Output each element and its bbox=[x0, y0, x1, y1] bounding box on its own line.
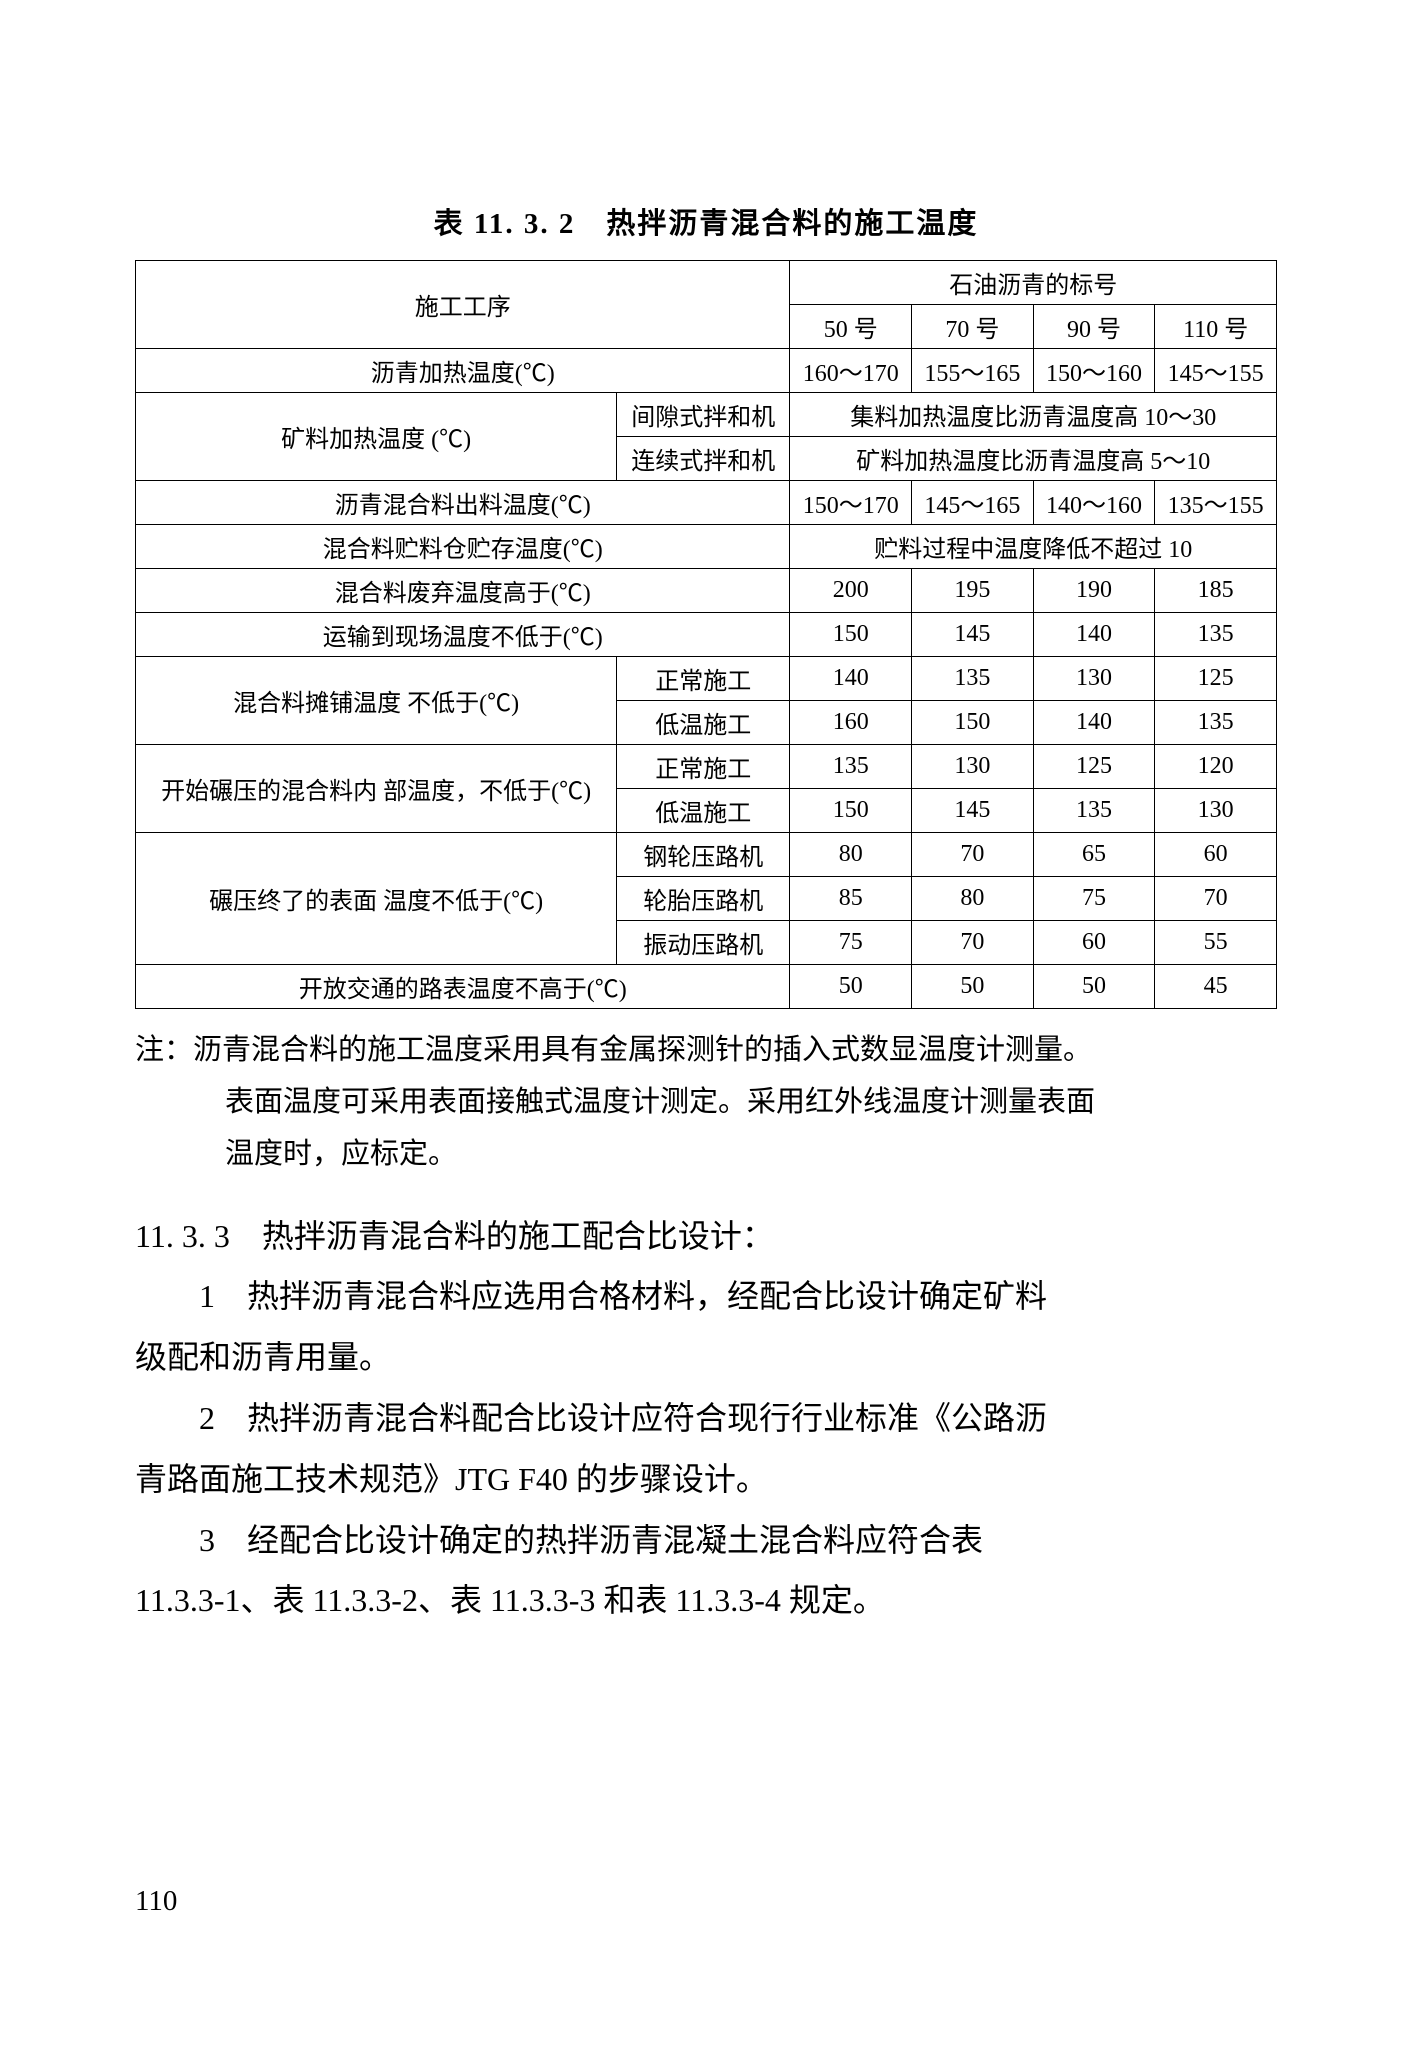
row-label: 开放交通的路表温度不高于(℃) bbox=[136, 965, 790, 1009]
cell: 45 bbox=[1155, 965, 1277, 1009]
cell: 140 bbox=[1033, 701, 1155, 745]
row-label: 沥青混合料出料温度(℃) bbox=[136, 481, 790, 525]
cell: 70 bbox=[912, 833, 1034, 877]
paragraph-3-cont: 11.3.3-1、表 11.3.3-2、表 11.3.3-3 和表 11.3.3… bbox=[135, 1570, 1277, 1631]
paragraph-3: 3 经配合比设计确定的热拌沥青混凝土混合料应符合表 bbox=[135, 1510, 1277, 1571]
cell: 130 bbox=[912, 745, 1034, 789]
row-label: 碾压终了的表面 温度不低于(℃) bbox=[136, 833, 617, 965]
cell: 50 bbox=[790, 965, 912, 1009]
cell: 120 bbox=[1155, 745, 1277, 789]
header-procedure: 施工工序 bbox=[136, 261, 790, 349]
cell: 70 bbox=[912, 921, 1034, 965]
sub-label: 正常施工 bbox=[617, 745, 790, 789]
cell: 150 bbox=[912, 701, 1034, 745]
cell: 50 bbox=[1033, 965, 1155, 1009]
row-label: 混合料贮料仓贮存温度(℃) bbox=[136, 525, 790, 569]
cell: 65 bbox=[1033, 833, 1155, 877]
col-50: 50 号 bbox=[790, 305, 912, 349]
paragraph-2-cont: 青路面施工技术规范》JTG F40 的步骤设计。 bbox=[135, 1449, 1277, 1510]
page-number: 110 bbox=[135, 1885, 177, 1918]
row-label: 混合料废弃温度高于(℃) bbox=[136, 569, 790, 613]
cell: 80 bbox=[790, 833, 912, 877]
cell: 130 bbox=[1155, 789, 1277, 833]
row-label: 混合料摊铺温度 不低于(℃) bbox=[136, 657, 617, 745]
row-label: 沥青加热温度(℃) bbox=[136, 349, 790, 393]
table-note-line1: 注：沥青混合料的施工温度采用具有金属探测针的插入式数显温度计测量。 bbox=[135, 1024, 1277, 1076]
cell: 130 bbox=[1033, 657, 1155, 701]
construction-temperature-table: 施工工序 石油沥青的标号 50 号 70 号 90 号 110 号 沥青加热温度… bbox=[135, 260, 1277, 1009]
col-90: 90 号 bbox=[1033, 305, 1155, 349]
cell: 150 bbox=[790, 613, 912, 657]
paragraph-1: 1 热拌沥青混合料应选用合格材料，经配合比设计确定矿料 bbox=[135, 1266, 1277, 1327]
sub-label: 低温施工 bbox=[617, 701, 790, 745]
cell: 125 bbox=[1033, 745, 1155, 789]
cell: 150 bbox=[790, 789, 912, 833]
paragraph-2: 2 热拌沥青混合料配合比设计应符合现行行业标准《公路沥 bbox=[135, 1388, 1277, 1449]
table-title: 表 11. 3. 2 热拌沥青混合料的施工温度 bbox=[135, 200, 1277, 242]
cell: 200 bbox=[790, 569, 912, 613]
cell: 140 bbox=[790, 657, 912, 701]
cell: 135 bbox=[912, 657, 1034, 701]
cell: 60 bbox=[1155, 833, 1277, 877]
cell: 85 bbox=[790, 877, 912, 921]
cell: 150～160 bbox=[1033, 349, 1155, 393]
col-70: 70 号 bbox=[912, 305, 1034, 349]
paragraph-1-cont: 级配和沥青用量。 bbox=[135, 1327, 1277, 1388]
cell: 50 bbox=[912, 965, 1034, 1009]
cell: 145 bbox=[912, 613, 1034, 657]
cell: 160 bbox=[790, 701, 912, 745]
col-110: 110 号 bbox=[1155, 305, 1277, 349]
cell: 135 bbox=[1155, 613, 1277, 657]
cell: 190 bbox=[1033, 569, 1155, 613]
cell: 80 bbox=[912, 877, 1034, 921]
cell: 140 bbox=[1033, 613, 1155, 657]
cell-span: 矿料加热温度比沥青温度高 5～10 bbox=[790, 437, 1277, 481]
cell: 155～165 bbox=[912, 349, 1034, 393]
table-note-line3: 温度时，应标定。 bbox=[135, 1128, 1277, 1180]
cell: 135 bbox=[790, 745, 912, 789]
cell-span: 集料加热温度比沥青温度高 10～30 bbox=[790, 393, 1277, 437]
cell: 135 bbox=[1033, 789, 1155, 833]
cell: 145～155 bbox=[1155, 349, 1277, 393]
sub-label: 钢轮压路机 bbox=[617, 833, 790, 877]
header-grade: 石油沥青的标号 bbox=[790, 261, 1277, 305]
sub-label: 正常施工 bbox=[617, 657, 790, 701]
cell: 75 bbox=[1033, 877, 1155, 921]
sub-label: 间隙式拌和机 bbox=[617, 393, 790, 437]
sub-label: 轮胎压路机 bbox=[617, 877, 790, 921]
cell-span: 贮料过程中温度降低不超过 10 bbox=[790, 525, 1277, 569]
sub-label: 连续式拌和机 bbox=[617, 437, 790, 481]
cell: 135～155 bbox=[1155, 481, 1277, 525]
row-label: 开始碾压的混合料内 部温度，不低于(℃) bbox=[136, 745, 617, 833]
cell: 60 bbox=[1033, 921, 1155, 965]
sub-label: 低温施工 bbox=[617, 789, 790, 833]
cell: 145 bbox=[912, 789, 1034, 833]
cell: 70 bbox=[1155, 877, 1277, 921]
cell: 140～160 bbox=[1033, 481, 1155, 525]
row-label: 运输到现场温度不低于(℃) bbox=[136, 613, 790, 657]
cell: 125 bbox=[1155, 657, 1277, 701]
cell: 75 bbox=[790, 921, 912, 965]
sub-label: 振动压路机 bbox=[617, 921, 790, 965]
cell: 160～170 bbox=[790, 349, 912, 393]
cell: 195 bbox=[912, 569, 1034, 613]
cell: 185 bbox=[1155, 569, 1277, 613]
cell: 145～165 bbox=[912, 481, 1034, 525]
row-label: 矿料加热温度 (℃) bbox=[136, 393, 617, 481]
section-11-3-3-heading: 11. 3. 3 热拌沥青混合料的施工配合比设计： bbox=[135, 1206, 1277, 1267]
cell: 150～170 bbox=[790, 481, 912, 525]
table-note-line2: 表面温度可采用表面接触式温度计测定。采用红外线温度计测量表面 bbox=[135, 1076, 1277, 1128]
cell: 135 bbox=[1155, 701, 1277, 745]
cell: 55 bbox=[1155, 921, 1277, 965]
